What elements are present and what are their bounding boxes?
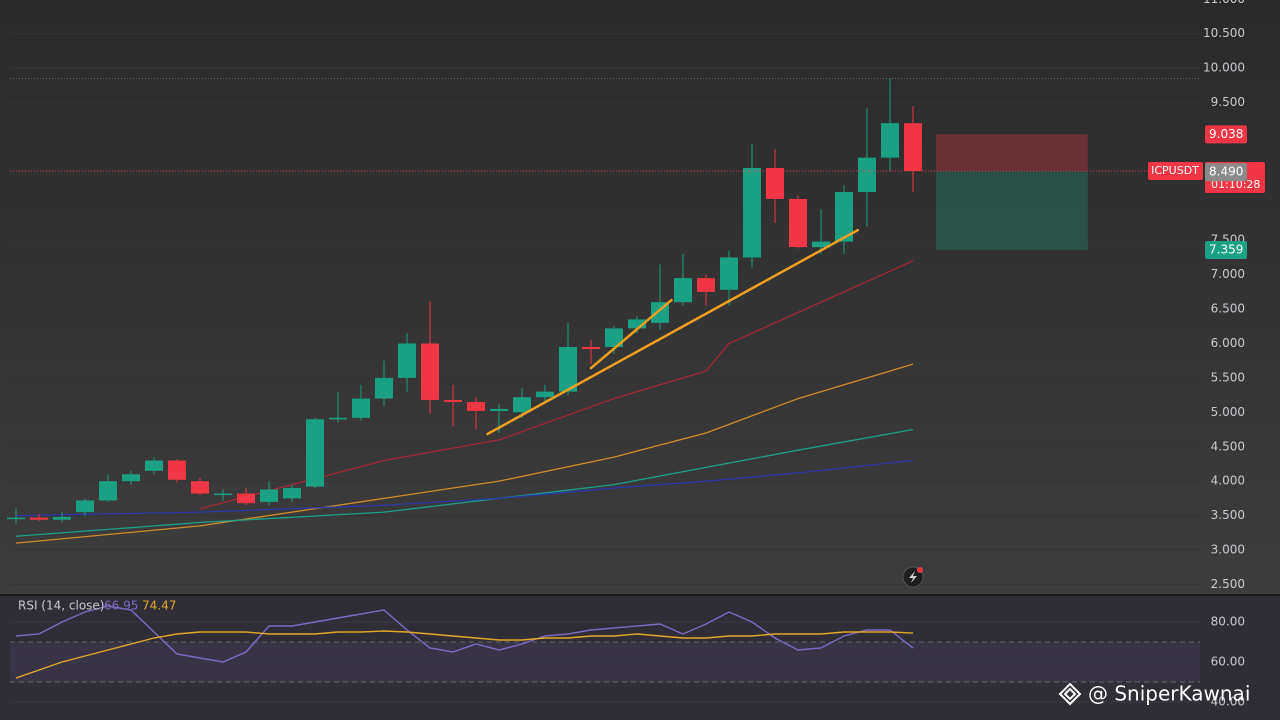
y-tick-label: 3.000: [1211, 543, 1245, 557]
bid-badge: [1205, 163, 1247, 182]
trendline: [486, 228, 860, 436]
symbol-badge: [1148, 161, 1203, 180]
candle-body: [513, 397, 531, 413]
target-bottom-label: 7.359: [1209, 242, 1243, 256]
candle-body: [812, 241, 830, 248]
candle-body: [789, 198, 807, 248]
candle-body: [352, 398, 370, 418]
rsi-ma-value: 74.47: [142, 599, 176, 613]
candle-body: [191, 481, 209, 494]
countdown-label: 01:10:28: [1211, 178, 1260, 191]
watermark: @ SniperKawnai: [1088, 682, 1250, 706]
candle-body: [559, 346, 577, 392]
candle-body: [283, 488, 301, 499]
y-tick-label: 5.000: [1211, 405, 1245, 419]
rsi-line: [15, 630, 914, 679]
position-profit: [936, 170, 1088, 250]
y-tick-label: 3.500: [1211, 508, 1245, 522]
candle-body: [858, 157, 876, 193]
candle-body: [743, 167, 761, 258]
candle-body: [329, 417, 347, 420]
y-tick-label: 7.000: [1211, 267, 1245, 281]
candle-body: [375, 377, 393, 399]
candle-body: [674, 278, 692, 303]
moving-average: [15, 459, 914, 517]
candle-body: [122, 474, 140, 482]
candle-body: [605, 328, 623, 347]
candle-body: [881, 123, 899, 158]
candle-body: [237, 493, 255, 504]
candle-body: [582, 346, 600, 350]
position-loss: [936, 134, 1088, 171]
y-tick-label: 4.000: [1211, 474, 1245, 488]
candle-body: [398, 343, 416, 378]
candle-body: [53, 516, 71, 520]
candle-body: [421, 343, 439, 400]
rsi-tick-label: 80.00: [1211, 615, 1245, 629]
symbol-label: ICPUSDT: [1151, 164, 1199, 177]
rsi-tick-label: 60.00: [1211, 655, 1245, 669]
y-tick-label: 6.500: [1211, 302, 1245, 316]
y-tick-label: 9.500: [1211, 95, 1245, 109]
y-tick-label: 10.000: [1203, 61, 1245, 75]
candle-body: [145, 460, 163, 471]
y-tick-label: 10.500: [1203, 26, 1245, 40]
candle-body: [7, 517, 25, 520]
candle-body: [168, 460, 186, 480]
rsi-tick-label: 40.00: [1211, 695, 1245, 709]
y-tick-label: 4.500: [1211, 439, 1245, 453]
candle-body: [99, 481, 117, 501]
rsi-title: RSI (14, close): [18, 599, 104, 613]
candle-body: [260, 489, 278, 502]
target-top-badge: [1205, 125, 1247, 144]
candle-body: [536, 391, 554, 398]
candle-body: [720, 257, 738, 290]
candle-body: [628, 319, 646, 329]
candle-body: [444, 399, 462, 403]
candle-body: [490, 408, 508, 411]
candle-body: [467, 402, 485, 411]
watermark-icon: [1058, 682, 1082, 706]
candle-body: [835, 192, 853, 242]
rsi-line: [15, 605, 914, 663]
y-tick-label: 11.000: [1203, 0, 1245, 6]
bid-label: 8.490: [1209, 165, 1243, 179]
y-tick-label: 6.000: [1211, 336, 1245, 350]
y-tick-label: 2.500: [1211, 577, 1245, 591]
candle-body: [214, 493, 232, 496]
rsi-value: 66.95: [104, 599, 138, 613]
candle-body: [76, 500, 94, 513]
candle-body: [306, 419, 324, 487]
target-top-label: 9.038: [1209, 127, 1243, 141]
candle-body: [697, 278, 715, 292]
y-tick-label: 5.500: [1211, 370, 1245, 384]
candle-body: [766, 167, 784, 199]
plot: 2.500 3.000 3.500 4.000 4.500 5.000 5.500 6.000…: [7, 0, 1265, 709]
moving-average: [199, 260, 914, 510]
trendline: [589, 298, 673, 370]
candle-body: [904, 123, 922, 171]
target-bottom-badge: [1205, 240, 1247, 259]
price-pane: [0, 0, 1280, 594]
candle-body: [30, 517, 48, 520]
moving-average: [15, 428, 914, 537]
alert-icon: [902, 566, 924, 588]
